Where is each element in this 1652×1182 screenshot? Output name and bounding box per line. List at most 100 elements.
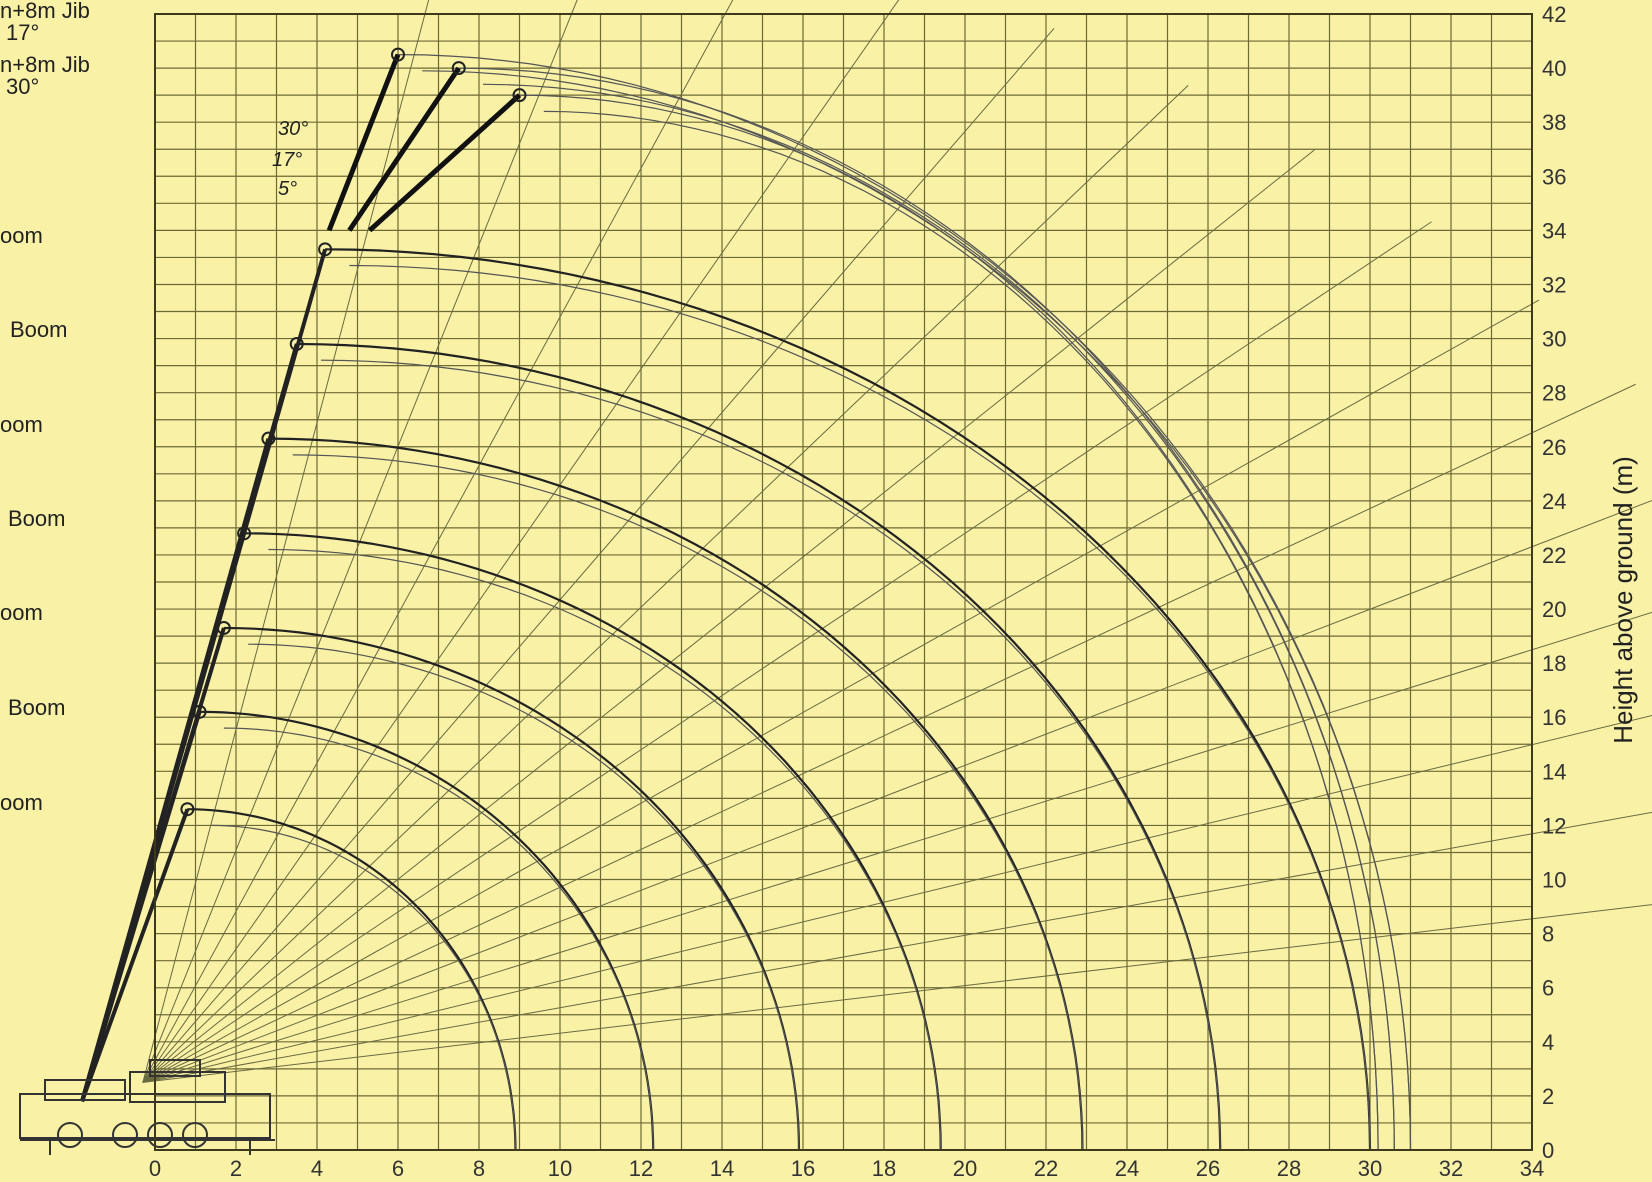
boom-line xyxy=(80,808,190,1102)
y-tick-label: 26 xyxy=(1542,435,1566,460)
crane-carrier-icon xyxy=(19,1059,275,1155)
y-tick-label: 36 xyxy=(1542,164,1566,189)
x-tick-label: 0 xyxy=(149,1156,161,1181)
load-curve-inner xyxy=(543,110,1379,1151)
load-curve xyxy=(187,808,517,1151)
load-curve xyxy=(268,437,1084,1151)
x-tick-label: 4 xyxy=(311,1156,323,1181)
boom-label-1: oom xyxy=(0,790,43,815)
load-curve-inner xyxy=(248,643,800,1151)
boom-angle-line xyxy=(142,221,1432,1083)
boom-line xyxy=(80,248,328,1102)
load-curve-inner xyxy=(349,264,1371,1151)
y-axis-title: Height above ground (m) xyxy=(1608,456,1638,744)
boom-angle-line xyxy=(142,299,1540,1083)
x-tick-label: 2 xyxy=(230,1156,242,1181)
jib-17-angle-label: 17° xyxy=(6,20,39,45)
load-curve xyxy=(397,54,1412,1151)
boom-tip-marker xyxy=(318,242,333,257)
x-tick-label: 30 xyxy=(1358,1156,1382,1181)
y-tick-label: 0 xyxy=(1542,1138,1554,1163)
x-tick-label: 28 xyxy=(1277,1156,1301,1181)
jib-angle-30-label: 30° xyxy=(278,118,308,140)
boom-label-3: oom xyxy=(0,600,43,625)
x-tick-label: 12 xyxy=(629,1156,653,1181)
boom-angle-line xyxy=(142,904,1652,1083)
jib-label-17: n+8m Jib 17° xyxy=(0,0,90,45)
y-tick-label: 42 xyxy=(1542,2,1566,27)
x-tick-label: 6 xyxy=(392,1156,404,1181)
x-tick-label: 34 xyxy=(1520,1156,1544,1181)
x-tick-label: 26 xyxy=(1196,1156,1220,1181)
boom-label-2: Boom xyxy=(8,695,65,720)
y-tick-label: 20 xyxy=(1542,597,1566,622)
boom-angle-line xyxy=(142,715,1652,1083)
x-tick-label: 8 xyxy=(473,1156,485,1181)
y-tick-label: 40 xyxy=(1542,56,1566,81)
y-tick-label: 24 xyxy=(1542,489,1566,514)
y-tick-label: 30 xyxy=(1542,327,1566,352)
load-curve-inner xyxy=(422,70,1412,1151)
boom-angle-line xyxy=(142,0,578,1083)
boom-label-6: Boom xyxy=(10,317,67,342)
y-tick-label: 16 xyxy=(1542,705,1566,730)
boom-angle-line xyxy=(142,383,1636,1083)
jib-tip-marker xyxy=(512,88,527,103)
jib-angle-17-label: 17° xyxy=(272,149,302,171)
x-tick-label: 16 xyxy=(791,1156,815,1181)
jib-17-label: n+8m Jib xyxy=(0,0,90,23)
y-tick-label: 38 xyxy=(1542,110,1566,135)
x-tick-label: 20 xyxy=(953,1156,977,1181)
boom-angle-line xyxy=(142,611,1652,1083)
load-curve-inner xyxy=(268,548,942,1151)
jib-label-30: n+8m Jib 30° xyxy=(0,52,90,99)
load-curve-inner xyxy=(223,727,654,1151)
y-tick-label: 2 xyxy=(1542,1084,1554,1109)
boom-label-4: Boom xyxy=(8,506,65,531)
jib-30-angle-label: 30° xyxy=(6,74,39,99)
y-tick-label: 34 xyxy=(1542,218,1566,243)
load-curve-inner xyxy=(482,83,1395,1151)
y-tick-label: 14 xyxy=(1542,759,1566,784)
load-curve-inner xyxy=(211,824,517,1151)
y-tick-label: 32 xyxy=(1542,272,1566,297)
x-tick-label: 24 xyxy=(1115,1156,1139,1181)
y-tick-label: 4 xyxy=(1542,1030,1554,1055)
jib-angle-5-label: 5° xyxy=(278,178,297,200)
boom-label-5: oom xyxy=(0,412,43,437)
boom-angle-line xyxy=(142,149,1315,1083)
boom-angle-lines xyxy=(142,0,1652,1083)
boom-angle-line xyxy=(142,0,900,1083)
load-curve xyxy=(296,342,1222,1151)
load-curve-inner xyxy=(320,359,1221,1151)
load-curve xyxy=(244,532,942,1151)
x-tick-label: 18 xyxy=(872,1156,896,1181)
boom-angle-line xyxy=(142,84,1189,1083)
boom-angle-line xyxy=(142,499,1652,1083)
x-tick-label: 10 xyxy=(548,1156,572,1181)
jib-line xyxy=(367,93,522,233)
jib-tip-marker xyxy=(451,61,466,76)
x-axis-ticks: 0 2 4 6 8 10 12 14 16 18 20 22 24 26 28 30 32 34 xyxy=(149,1156,1544,1181)
x-tick-label: 14 xyxy=(710,1156,734,1181)
boom-angle-line xyxy=(142,811,1652,1083)
y-tick-label: 12 xyxy=(1542,813,1566,838)
load-radius-curves xyxy=(187,54,1412,1151)
jib-tip-marker xyxy=(391,47,405,62)
load-curve-inner xyxy=(292,454,1083,1151)
y-tick-label: 8 xyxy=(1542,922,1554,947)
x-tick-label: 32 xyxy=(1439,1156,1463,1181)
boom-positions xyxy=(80,47,527,1102)
jib-line xyxy=(347,66,461,232)
jib-line xyxy=(326,53,401,232)
y-tick-label: 10 xyxy=(1542,868,1566,893)
boom-angle-line xyxy=(142,0,430,1083)
y-tick-label: 6 xyxy=(1542,976,1554,1001)
chart-grid xyxy=(154,13,1533,1151)
plot-frame xyxy=(154,13,1533,1151)
jib-30-label: n+8m Jib xyxy=(0,52,90,77)
boom-label-7: oom xyxy=(0,223,43,248)
y-tick-label: 28 xyxy=(1542,381,1566,406)
